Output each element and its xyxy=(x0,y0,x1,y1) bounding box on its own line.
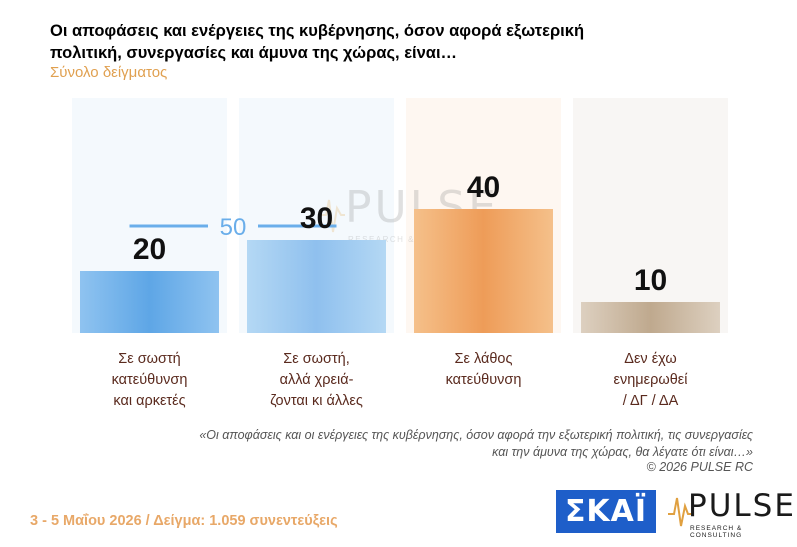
value-label-3: 40 xyxy=(467,171,500,204)
bar-3 xyxy=(414,209,553,333)
value-label-1: 20 xyxy=(133,233,166,266)
category-label-2: Σε σωστή, αλλά χρειά- ζονται κι άλλες xyxy=(270,351,363,409)
chart-title: Οι αποφάσεις και ενέργειες της κυβέρνηση… xyxy=(50,22,585,62)
group-total-label: 50 xyxy=(220,214,247,241)
bar-2 xyxy=(247,240,386,333)
pulse-logo-sub: RESEARCH & CONSULTING xyxy=(690,525,743,539)
pulse-logo-word: PULSE xyxy=(688,488,796,524)
value-label-2: 30 xyxy=(300,202,333,235)
skai-logo: ΣΚΑΪ xyxy=(556,490,656,533)
column-background xyxy=(573,98,728,333)
bar-4 xyxy=(581,302,720,333)
chart-subtitle: Σύνολο δείγματος xyxy=(50,64,168,81)
fieldwork-info: 3 - 5 Μαΐου 2026 / Δείγμα: 1.059 συνεντε… xyxy=(30,513,338,529)
pulse-wave-icon xyxy=(668,497,692,527)
category-label-4: Δεν έχω ενημερωθεί / ΔΓ / ΔΑ xyxy=(613,351,688,409)
bar-1 xyxy=(80,271,219,333)
category-label-1: Σε σωστή κατεύθυνση και αρκετές xyxy=(111,351,188,409)
value-label-4: 10 xyxy=(634,264,667,297)
copyright: © 2026 PULSE RC xyxy=(646,460,753,474)
pulse-logo: PULSE RESEARCH & CONSULTING xyxy=(668,488,794,539)
watermark-pulse-icon xyxy=(318,199,345,233)
question-footnote: «Οι αποφάσεις και οι ενέργειες της κυβέρ… xyxy=(199,428,753,459)
category-label-3: Σε λάθος κατεύθυνση xyxy=(445,351,522,388)
